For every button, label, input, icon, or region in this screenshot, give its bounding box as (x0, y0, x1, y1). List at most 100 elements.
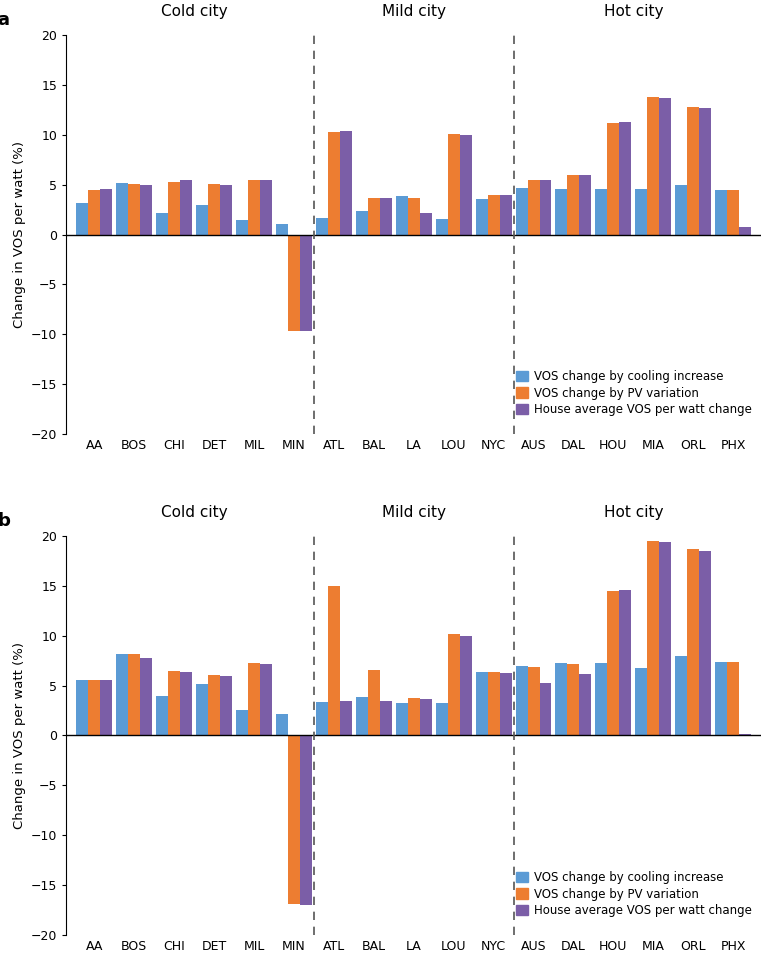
Bar (528, 666, 539, 735)
Bar (635, 189, 647, 234)
Bar (316, 218, 328, 234)
Bar (101, 680, 112, 735)
Bar (156, 696, 168, 735)
Text: a: a (0, 12, 9, 30)
Bar (699, 551, 711, 735)
Text: Mild city: Mild city (382, 5, 445, 19)
Bar (647, 97, 659, 234)
Bar (435, 703, 448, 735)
Bar (380, 198, 392, 234)
Bar (420, 212, 432, 234)
Bar (288, 234, 300, 331)
Bar (168, 181, 180, 234)
Text: Hot city: Hot city (604, 5, 663, 19)
Bar (595, 662, 607, 735)
Bar (500, 195, 511, 234)
Bar (356, 210, 368, 234)
Bar (180, 180, 192, 234)
Bar (475, 199, 488, 234)
Bar (368, 670, 380, 735)
Bar (619, 590, 631, 735)
Bar (579, 674, 591, 735)
Text: Cold city: Cold city (161, 5, 227, 19)
Bar (396, 196, 408, 234)
Bar (141, 658, 152, 735)
Bar (715, 190, 727, 234)
Bar (420, 699, 432, 735)
Bar (77, 680, 88, 735)
Bar (236, 220, 248, 234)
Bar (236, 710, 248, 735)
Text: Mild city: Mild city (382, 505, 445, 520)
Bar (675, 656, 687, 735)
Bar (368, 198, 380, 234)
Legend: VOS change by cooling increase, VOS change by PV variation, House average VOS pe: VOS change by cooling increase, VOS chan… (512, 868, 755, 921)
Bar (607, 123, 619, 234)
Bar (539, 180, 551, 234)
Bar (117, 654, 128, 735)
Y-axis label: Change in VOS per watt (%): Change in VOS per watt (%) (12, 642, 25, 828)
Bar (276, 224, 288, 234)
Bar (248, 662, 260, 735)
Bar (340, 701, 352, 735)
Bar (715, 661, 727, 735)
Bar (515, 188, 528, 234)
Bar (607, 591, 619, 735)
Bar (328, 132, 340, 234)
Bar (579, 175, 591, 234)
Legend: VOS change by cooling increase, VOS change by PV variation, House average VOS pe: VOS change by cooling increase, VOS chan… (512, 367, 755, 420)
Bar (356, 697, 368, 735)
Bar (659, 542, 671, 735)
Bar (528, 180, 539, 234)
Bar (396, 703, 408, 735)
Bar (500, 673, 511, 735)
Bar (196, 684, 208, 735)
Bar (220, 184, 232, 234)
Bar (488, 672, 500, 735)
Bar (460, 135, 472, 234)
Bar (727, 661, 739, 735)
Bar (568, 175, 579, 234)
Text: Hot city: Hot city (604, 505, 663, 520)
Y-axis label: Change in VOS per watt (%): Change in VOS per watt (%) (12, 141, 25, 328)
Bar (276, 714, 288, 735)
Bar (180, 672, 192, 735)
Bar (555, 189, 568, 234)
Bar (515, 665, 528, 735)
Bar (739, 734, 751, 735)
Bar (208, 675, 220, 735)
Bar (220, 676, 232, 735)
Bar (568, 663, 579, 735)
Bar (619, 122, 631, 234)
Bar (141, 184, 152, 234)
Bar (435, 219, 448, 234)
Bar (647, 541, 659, 735)
Bar (687, 549, 699, 735)
Bar (408, 198, 420, 234)
Bar (659, 98, 671, 234)
Bar (727, 190, 739, 234)
Bar (488, 195, 500, 234)
Bar (196, 204, 208, 234)
Bar (687, 108, 699, 234)
Bar (156, 212, 168, 234)
Bar (300, 735, 312, 904)
Bar (340, 131, 352, 234)
Text: Cold city: Cold city (161, 505, 227, 520)
Bar (128, 654, 141, 735)
Bar (77, 203, 88, 234)
Bar (380, 701, 392, 735)
Bar (635, 667, 647, 735)
Bar (260, 180, 272, 234)
Bar (675, 184, 687, 234)
Bar (408, 698, 420, 735)
Bar (128, 183, 141, 234)
Bar (288, 735, 300, 903)
Bar (448, 634, 460, 735)
Bar (539, 683, 551, 735)
Bar (88, 190, 101, 234)
Bar (101, 189, 112, 234)
Bar (208, 183, 220, 234)
Bar (595, 189, 607, 234)
Bar (316, 702, 328, 735)
